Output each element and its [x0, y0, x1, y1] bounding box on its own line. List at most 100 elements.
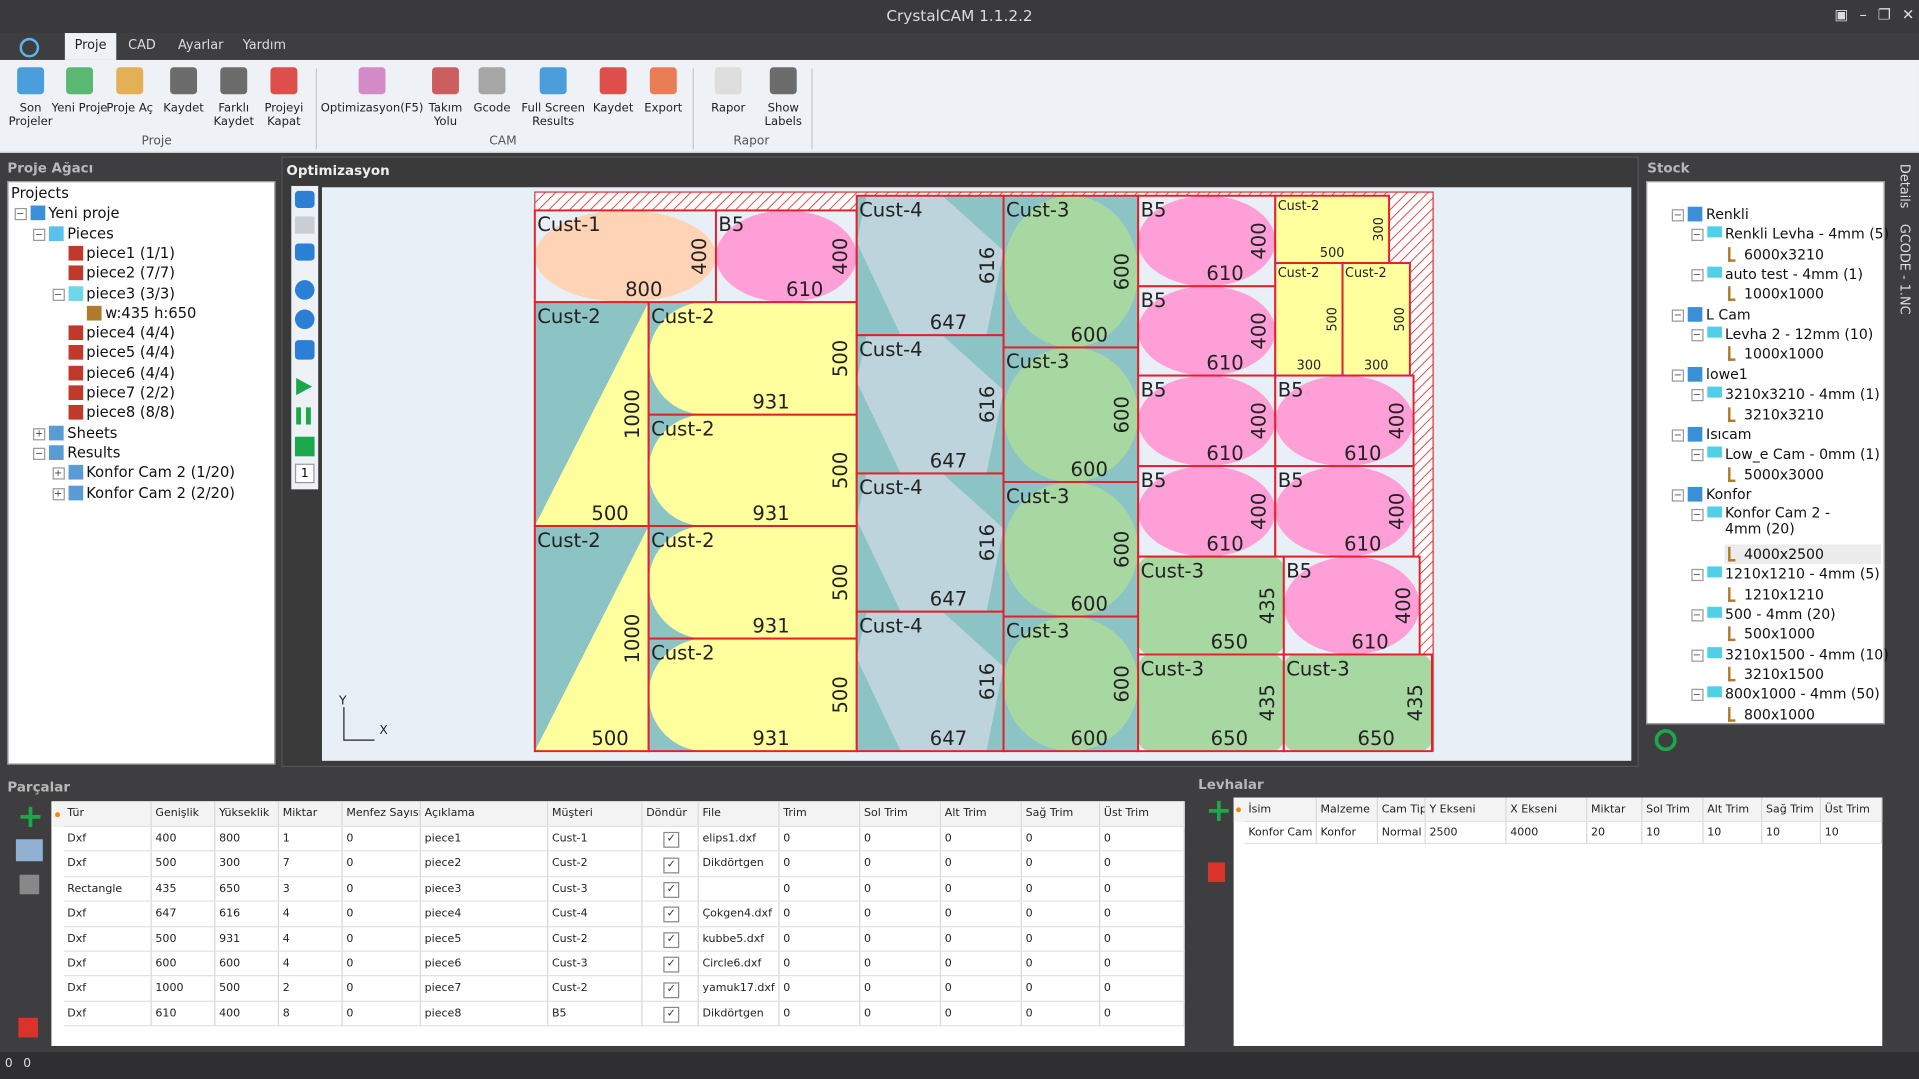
cell[interactable]: Cust-3: [548, 877, 642, 902]
checkbox[interactable]: ✓: [663, 932, 679, 948]
ribbon-icon[interactable]: [170, 67, 197, 94]
cell[interactable]: Cust-2: [548, 852, 642, 877]
cell[interactable]: 0: [941, 977, 1022, 1002]
delete-sheet[interactable]: [1208, 862, 1225, 882]
cell[interactable]: 2500: [1426, 822, 1507, 844]
tree-item[interactable]: piece3 (3/3): [86, 284, 175, 301]
cell[interactable]: 300: [215, 852, 279, 877]
app-logo[interactable]: [20, 38, 40, 58]
cell[interactable]: 0: [780, 977, 861, 1002]
cell[interactable]: 0: [343, 927, 421, 952]
tree-item[interactable]: 500 - 4mm (20): [1725, 606, 1836, 623]
cell[interactable]: 8: [279, 1002, 343, 1027]
cell[interactable]: 0: [780, 902, 861, 927]
checkbox[interactable]: ✓: [663, 957, 679, 973]
tree-item[interactable]: Konfor Cam 2 (1/20): [86, 464, 235, 481]
expander[interactable]: −: [1691, 689, 1703, 701]
ribbon-icon[interactable]: [770, 67, 797, 94]
column-header[interactable]: Sol Trim: [1642, 798, 1703, 822]
column-header[interactable]: Trim: [780, 801, 861, 827]
cell[interactable]: 800: [215, 827, 279, 852]
page-input[interactable]: 1: [295, 464, 315, 484]
cell[interactable]: 0: [1022, 827, 1100, 852]
ribbon-icon[interactable]: [270, 67, 297, 94]
cell[interactable]: piece7: [421, 977, 548, 1002]
cell[interactable]: Dikdörtgen: [699, 852, 780, 877]
column-header[interactable]: Sağ Trim: [1022, 801, 1100, 827]
cell[interactable]: 0: [860, 877, 941, 902]
tree-item[interactable]: Projects: [11, 185, 69, 202]
ribbon-button[interactable]: Show Labels: [755, 102, 811, 129]
cell[interactable]: kubbe5.dxf: [699, 927, 780, 952]
cell[interactable]: 4: [279, 952, 343, 977]
cell[interactable]: 0: [941, 877, 1022, 902]
expander[interactable]: −: [1691, 389, 1703, 401]
checkbox[interactable]: ✓: [663, 857, 679, 873]
ribbon-button[interactable]: Full Screen Results: [516, 102, 589, 129]
cell[interactable]: 0: [1022, 952, 1100, 977]
cell[interactable]: piece6: [421, 952, 548, 977]
cell[interactable]: Cust-2: [548, 927, 642, 952]
tree-item[interactable]: 500x1000: [1744, 626, 1815, 643]
tree-item[interactable]: auto test - 4mm (1): [1725, 266, 1863, 283]
cell[interactable]: 600: [152, 952, 216, 977]
ribbon-icon[interactable]: [432, 67, 459, 94]
cell[interactable]: 0: [780, 827, 861, 852]
cell[interactable]: Dxf: [64, 977, 152, 1002]
column-header[interactable]: Üst Trim: [1821, 798, 1882, 822]
cell[interactable]: piece2: [421, 852, 548, 877]
cell[interactable]: 0: [860, 927, 941, 952]
ribbon-button[interactable]: Gcode: [464, 102, 520, 115]
tree-item[interactable]: Renkli: [1706, 206, 1749, 223]
cell[interactable]: Dxf: [64, 852, 152, 877]
cell[interactable]: Circle6.dxf: [699, 952, 780, 977]
cell[interactable]: 0: [1100, 902, 1184, 927]
cell[interactable]: Cust-1: [548, 827, 642, 852]
cell[interactable]: 0: [1022, 902, 1100, 927]
menu-tab[interactable]: Yardım: [234, 38, 295, 53]
expander[interactable]: −: [1691, 329, 1703, 341]
tree-item[interactable]: 1000x1000: [1744, 346, 1824, 363]
expander[interactable]: −: [33, 228, 45, 240]
cell[interactable]: 0: [1100, 827, 1184, 852]
tree-item[interactable]: 6000x3210: [1744, 246, 1824, 263]
cell[interactable]: Dikdörtgen: [699, 1002, 780, 1027]
cell[interactable]: piece3: [421, 877, 548, 902]
checkbox[interactable]: ✓: [663, 982, 679, 998]
cell[interactable]: 0: [780, 952, 861, 977]
cell[interactable]: 610: [152, 1002, 216, 1027]
tree-item[interactable]: 1210x1210 - 4mm (5): [1725, 566, 1880, 583]
zoom-in[interactable]: [295, 280, 315, 300]
cell[interactable]: Konfor Cam: [1245, 822, 1317, 844]
column-header[interactable]: Tür: [64, 801, 152, 827]
tree-item[interactable]: Sheets: [67, 424, 117, 441]
expander[interactable]: +: [33, 428, 45, 440]
cell[interactable]: 0: [860, 902, 941, 927]
cell[interactable]: Dxf: [64, 952, 152, 977]
cell[interactable]: 10: [1762, 822, 1821, 844]
column-header[interactable]: Üst Trim: [1100, 801, 1184, 827]
cell[interactable]: Cust-4: [548, 902, 642, 927]
tree-item[interactable]: Konfor Cam 2 - 4mm (20): [1725, 506, 1869, 538]
add-part[interactable]: +: [17, 806, 41, 830]
zoom-out[interactable]: [295, 310, 315, 330]
ribbon-button[interactable]: Export: [635, 102, 691, 115]
tree-item[interactable]: 3210x3210: [1744, 406, 1824, 423]
cell[interactable]: [699, 877, 780, 902]
cell[interactable]: 0: [941, 902, 1022, 927]
cell[interactable]: B5: [548, 1002, 642, 1027]
cell[interactable]: 0: [343, 902, 421, 927]
column-header[interactable]: Cam Tipi: [1378, 798, 1426, 822]
cell[interactable]: 931: [215, 927, 279, 952]
cell[interactable]: Rectangle: [64, 877, 152, 902]
column-header[interactable]: Miktar: [1587, 798, 1642, 822]
expander[interactable]: −: [1691, 269, 1703, 281]
cell[interactable]: piece8: [421, 1002, 548, 1027]
cell[interactable]: Dxf: [64, 827, 152, 852]
cell[interactable]: 0: [780, 877, 861, 902]
ribbon-button[interactable]: Optimizasyon(F5): [321, 102, 424, 115]
cell[interactable]: 500: [152, 927, 216, 952]
column-header[interactable]: Alt Trim: [941, 801, 1022, 827]
expander[interactable]: −: [52, 288, 64, 300]
tree-item[interactable]: Pieces: [67, 225, 113, 242]
